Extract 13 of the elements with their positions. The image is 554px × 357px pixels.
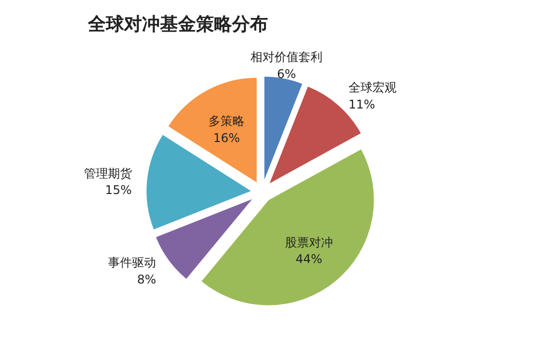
slice-label: 全球宏观 — [348, 80, 397, 94]
slice-label: 多策略 — [208, 114, 245, 128]
data-label: 44% — [296, 252, 322, 266]
slice-label: 相对价值套利 — [250, 50, 323, 64]
chart-title: 全球对冲基金策略分布 — [87, 14, 268, 35]
data-label: 16% — [213, 130, 240, 145]
data-label: 15% — [105, 183, 132, 198]
data-label: 11% — [348, 97, 376, 112]
slice-label: 事件驱动 — [108, 256, 156, 270]
data-label: 6% — [276, 66, 296, 81]
data-label: 8% — [137, 272, 156, 286]
slice-label: 股票对冲 — [284, 235, 333, 250]
slice-label: 管理期货 — [84, 166, 132, 180]
